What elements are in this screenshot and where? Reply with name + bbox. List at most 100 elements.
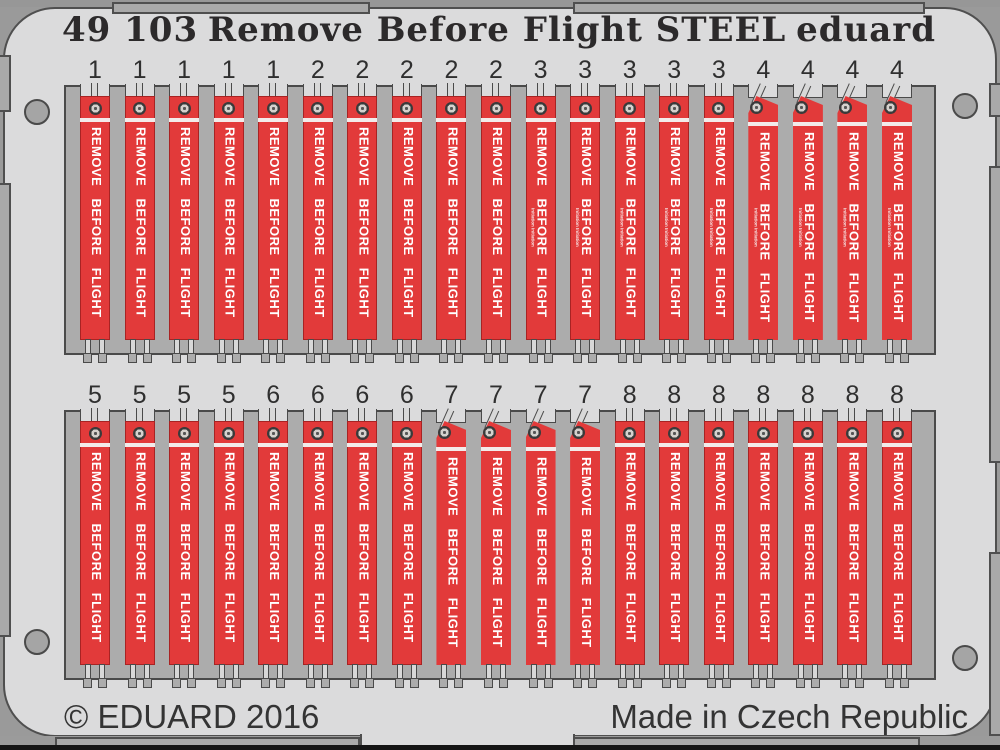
grommet-icon (355, 427, 369, 440)
fret-tooth (231, 354, 241, 363)
banner-bottom-tab (143, 339, 150, 354)
fret-tooth (484, 354, 493, 363)
banner-bottom-tab (232, 664, 239, 679)
rbf-banner (481, 96, 511, 340)
fret-tooth (706, 354, 716, 363)
fret-tooth (528, 354, 538, 363)
banner-tab (269, 408, 277, 422)
fret-tooth (439, 679, 449, 688)
rbf-banner (391, 96, 422, 340)
part-number-label: 3 (711, 56, 726, 84)
banner-micro-label: Initiation Initiation (575, 208, 581, 247)
banner-bottom-tab (575, 664, 582, 679)
fret-bottom-step (360, 734, 575, 747)
banner-bottom-tab (486, 664, 492, 679)
banner-label: REMOVE BEFORE FLIGHT (89, 127, 104, 318)
fret-tooth (276, 354, 286, 363)
fret-tooth (83, 679, 92, 688)
banner-bottom-tab (664, 664, 671, 679)
grommet-icon (527, 426, 541, 439)
rbf-banner (614, 421, 645, 665)
part-number-label: 2 (489, 56, 503, 84)
banner-tab (180, 83, 188, 97)
banner-label: REMOVE BEFORE FLIGHT (891, 452, 906, 643)
banner-bottom-tab (887, 664, 893, 679)
fret-tooth (231, 679, 241, 688)
banner-tab (893, 408, 900, 422)
banner-label: REMOVE BEFORE FLIGHT (400, 127, 416, 318)
fret-tooth (900, 354, 909, 363)
part-number-label: 4 (890, 56, 904, 84)
fret-tooth (409, 354, 419, 363)
grommet-icon (133, 102, 147, 115)
grommet-icon (483, 426, 496, 439)
banner-tab (492, 83, 499, 97)
part-number-label: 6 (399, 381, 414, 409)
part-number-label: 2 (399, 56, 414, 84)
rbf-banner (347, 96, 378, 340)
part-number-label: 3 (622, 56, 637, 84)
banner-micro-label: Initiation Initiation (753, 208, 759, 247)
fret-rail-right-3 (989, 552, 1000, 736)
grommet-icon (266, 427, 280, 440)
banner-bottom-tab (218, 664, 225, 679)
rbf-banner (124, 96, 155, 340)
part-number-label: 8 (711, 381, 726, 409)
banner-bottom-tab (352, 339, 359, 354)
banner-bottom-tab (352, 664, 359, 679)
banner-label: REMOVE BEFORE FLIGHT (490, 127, 505, 318)
banner-bottom-tab (767, 664, 774, 679)
banner-tab (581, 83, 589, 97)
fret-tooth (528, 679, 538, 688)
fret-tooth (751, 679, 761, 688)
banner-stripe (169, 443, 200, 447)
fret-tooth (855, 354, 865, 363)
banner-bottom-tab (441, 664, 448, 679)
banner-stripe (391, 443, 422, 447)
grommet-icon (355, 102, 369, 115)
grommet-icon (266, 102, 280, 115)
grommet-icon (572, 426, 586, 439)
grommet-icon (667, 102, 681, 115)
banner-bottom-tab (722, 664, 729, 679)
banner-bottom-tab (174, 339, 181, 354)
rbf-banner (659, 96, 690, 340)
banner-stripe (748, 443, 779, 447)
banner-bottom-tab (277, 339, 284, 354)
banner-bottom-tab (619, 339, 626, 354)
part-number-label: 8 (756, 381, 771, 409)
banner-label: REMOVE BEFORE FLIGHT (534, 457, 550, 648)
fret-tooth (677, 679, 687, 688)
rbf-banner (525, 421, 556, 665)
fret-tooth (394, 679, 404, 688)
rbf-banner (882, 96, 912, 340)
fret-tooth (588, 679, 598, 688)
grommet-icon (756, 427, 770, 440)
banner-label: REMOVE BEFORE FLIGHT (222, 127, 238, 318)
banner-label: REMOVE BEFORE FLIGHT (668, 452, 684, 643)
rbf-banner (570, 421, 601, 665)
grommet-icon (177, 102, 191, 115)
fret-tooth (261, 354, 271, 363)
banner-label: REMOVE BEFORE FLIGHT (891, 132, 906, 323)
banner-bottom-tab (85, 664, 91, 679)
banner-bottom-tab (188, 664, 195, 679)
banner-stripe (792, 122, 823, 126)
part-number-label: 8 (890, 381, 904, 409)
banner-bottom-tab (753, 339, 760, 354)
part-number-label: 3 (533, 56, 548, 84)
fret-tooth (766, 679, 776, 688)
top-edge (0, 0, 1000, 7)
banner-label: REMOVE BEFORE FLIGHT (356, 127, 372, 318)
banner-label: REMOVE BEFORE FLIGHT (757, 452, 773, 643)
part-number-label: 5 (221, 381, 236, 409)
banner-label: REMOVE BEFORE FLIGHT (133, 127, 149, 318)
banner-stripe (614, 443, 645, 447)
grommet-icon (801, 427, 815, 440)
part-number-label: 1 (221, 56, 236, 84)
fret-tooth (454, 354, 464, 363)
banner-stripe (80, 443, 110, 447)
fret-tooth (840, 354, 850, 363)
part-number-label: 4 (756, 56, 771, 84)
grommet-icon (667, 427, 681, 440)
